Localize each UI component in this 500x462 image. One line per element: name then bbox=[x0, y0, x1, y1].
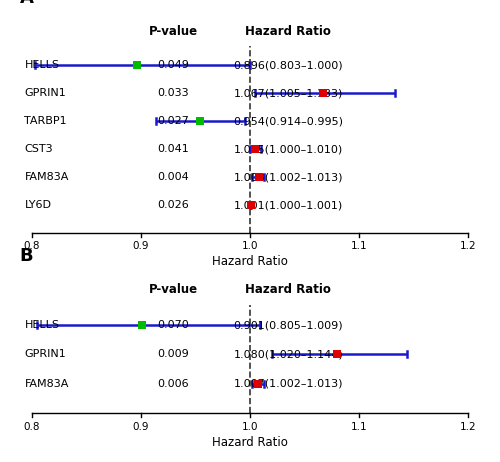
Text: 0.027: 0.027 bbox=[158, 116, 189, 126]
Text: Hazard Ratio: Hazard Ratio bbox=[212, 437, 288, 450]
Text: HELLS: HELLS bbox=[24, 60, 59, 70]
Text: 1.067(1.005–1.133): 1.067(1.005–1.133) bbox=[234, 88, 343, 98]
Text: B: B bbox=[20, 247, 33, 265]
Text: P-value: P-value bbox=[148, 25, 198, 38]
Text: Hazard Ratio: Hazard Ratio bbox=[246, 25, 332, 38]
Text: P-value: P-value bbox=[148, 284, 198, 297]
Text: Hazard Ratio: Hazard Ratio bbox=[212, 255, 288, 268]
Text: 0.009: 0.009 bbox=[158, 349, 189, 359]
Text: CST3: CST3 bbox=[24, 144, 53, 154]
Text: 1.007(1.002–1.013): 1.007(1.002–1.013) bbox=[234, 379, 343, 389]
Text: 1.0: 1.0 bbox=[242, 241, 258, 251]
Text: 0.8: 0.8 bbox=[24, 422, 40, 432]
Text: 0.041: 0.041 bbox=[158, 144, 189, 154]
Text: TARBP1: TARBP1 bbox=[24, 116, 67, 126]
Text: 1.008(1.002–1.013): 1.008(1.002–1.013) bbox=[234, 172, 343, 182]
Text: 0.070: 0.070 bbox=[158, 320, 189, 330]
Text: 1.2: 1.2 bbox=[460, 422, 476, 432]
Text: FAM83A: FAM83A bbox=[24, 172, 69, 182]
Text: 1.1: 1.1 bbox=[351, 422, 368, 432]
Text: 0.004: 0.004 bbox=[158, 172, 189, 182]
Text: 1.2: 1.2 bbox=[460, 241, 476, 251]
Text: Hazard Ratio: Hazard Ratio bbox=[246, 284, 332, 297]
Text: HELLS: HELLS bbox=[24, 320, 59, 330]
Text: FAM83A: FAM83A bbox=[24, 379, 69, 389]
Text: 1.005(1.000–1.010): 1.005(1.000–1.010) bbox=[234, 144, 343, 154]
Text: 0.049: 0.049 bbox=[158, 60, 189, 70]
Text: 1.080(1.020–1.144): 1.080(1.020–1.144) bbox=[234, 349, 344, 359]
Text: 1.001(1.000–1.001): 1.001(1.000–1.001) bbox=[234, 200, 343, 210]
Text: A: A bbox=[20, 0, 34, 6]
Text: LY6D: LY6D bbox=[24, 200, 52, 210]
Text: 0.9: 0.9 bbox=[132, 241, 149, 251]
Text: GPRIN1: GPRIN1 bbox=[24, 88, 66, 98]
Text: 0.954(0.914–0.995): 0.954(0.914–0.995) bbox=[234, 116, 344, 126]
Text: 0.9: 0.9 bbox=[132, 422, 149, 432]
Text: 1.1: 1.1 bbox=[351, 241, 368, 251]
Text: 0.006: 0.006 bbox=[158, 379, 189, 389]
Text: 0.026: 0.026 bbox=[158, 200, 189, 210]
Text: GPRIN1: GPRIN1 bbox=[24, 349, 66, 359]
Text: 1.0: 1.0 bbox=[242, 422, 258, 432]
Text: 0.033: 0.033 bbox=[158, 88, 189, 98]
Text: 0.901(0.805–1.009): 0.901(0.805–1.009) bbox=[234, 320, 343, 330]
Text: 0.8: 0.8 bbox=[24, 241, 40, 251]
Text: 0.896(0.803–1.000): 0.896(0.803–1.000) bbox=[234, 60, 343, 70]
